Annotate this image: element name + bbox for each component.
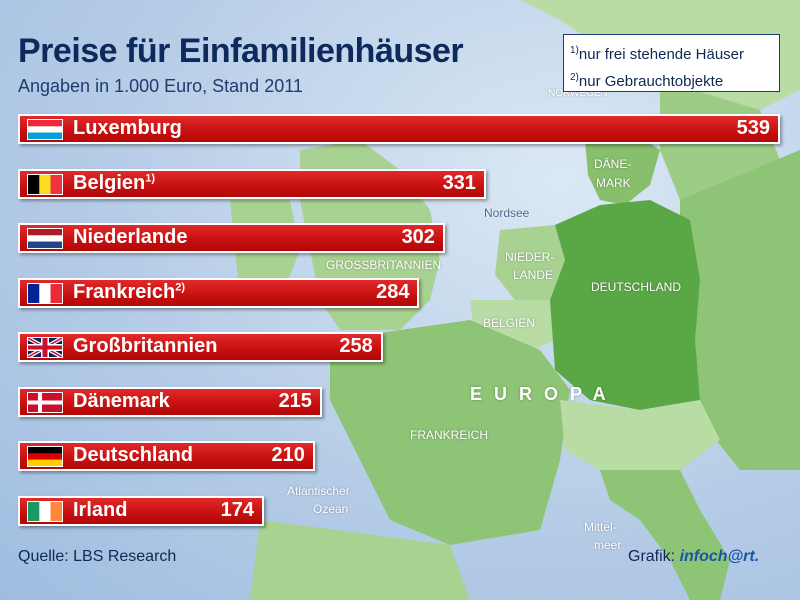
map-alps	[560, 400, 720, 470]
bar-value-label: 331	[442, 171, 476, 194]
chart-title: Preise für Einfamilienhäuser	[18, 32, 464, 70]
flag-denmark-icon	[27, 391, 63, 413]
bar-category: Dänemark	[73, 389, 170, 412]
bar-6: Deutschland 210	[18, 441, 315, 471]
bar-category: Deutschland	[73, 444, 194, 466]
map-label-niederlande-1: NIEDER-	[505, 250, 555, 264]
footnote-1-mark: 1)	[570, 45, 579, 56]
chart-subtitle: Angaben in 1.000 Euro, Stand 2011	[18, 76, 303, 96]
bar-3: Frankreich2) 284	[18, 277, 420, 308]
map-label-mittelmeer-1: Mittel-	[584, 520, 617, 534]
bar-4: Großbritannien 258	[18, 332, 383, 362]
bar-value-label: 302	[401, 226, 435, 248]
map-label-daenemark-2: MARK	[596, 176, 631, 190]
bar-footnote-mark: 1)	[145, 171, 156, 184]
bar-value-label: 284	[376, 280, 410, 303]
map-label-daenemark-1: DÄNE-	[594, 157, 632, 171]
map-spain	[250, 520, 470, 600]
map-germany	[550, 200, 700, 410]
footnotes-box: 1)nur frei stehende Häuser 2)nur Gebrauc…	[563, 34, 780, 92]
footnote-2-text: nur Gebrauchtobjekte	[578, 73, 724, 90]
map-netherlands	[495, 225, 565, 300]
bar-label: Deutschland	[73, 444, 193, 467]
flag-netherlands-icon	[27, 228, 63, 249]
map-label-niederlande-2: LANDE	[513, 268, 554, 282]
flag-belgium-icon	[27, 173, 63, 195]
footnote-2-mark: 2)	[570, 72, 579, 83]
credit-prefix: Grafik:	[628, 548, 676, 565]
bar-label: Luxemburg	[73, 117, 182, 140]
bar-value-label: 215	[278, 389, 312, 412]
map-east	[680, 150, 800, 470]
source-note: Quelle: LBS Research	[18, 548, 177, 565]
footnote-2: 2)nur Gebrauchtobjekte	[570, 66, 773, 93]
bar-value-label: 258	[339, 335, 373, 357]
bar-category: Großbritannien	[73, 335, 218, 357]
bar-label: Niederlande	[73, 226, 187, 249]
bar-value-label: 539	[736, 117, 770, 139]
map-italy	[600, 470, 730, 600]
map-denmark	[585, 130, 660, 205]
map-label-frankreich: FRANKREICH	[410, 428, 489, 442]
map-label-europa: EUROPA	[470, 384, 618, 404]
bar-label: Frankreich2)	[73, 281, 185, 304]
bar-0: Luxemburg 539	[18, 114, 780, 144]
bar-2: Niederlande 302	[18, 223, 445, 253]
bar-category: Belgien	[73, 171, 146, 194]
bar-label: Irland	[73, 499, 127, 522]
bar-category: Niederlande	[73, 226, 188, 248]
bar-category: Luxemburg	[73, 117, 182, 139]
flag-uk-icon	[27, 337, 63, 358]
credit-note: Grafik: infoch@rt.	[628, 548, 759, 566]
map-label-grossbritannien: GROSSBRITANNIEN	[326, 258, 442, 272]
map-label-atlantik-1: Atlantischer	[287, 484, 350, 498]
bar-1: Belgien1) 331	[18, 168, 486, 199]
bar-category: Frankreich	[73, 280, 176, 303]
map-label-norwegen: NORWEGEN	[548, 88, 608, 99]
flag-germany-icon	[27, 446, 63, 467]
footnote-1-text: nur frei stehende Häuser	[578, 46, 745, 63]
map-label-deutschland: DEUTSCHLAND	[591, 280, 682, 294]
bar-category: Irland	[73, 498, 128, 521]
bar-value-label: 174	[220, 498, 254, 521]
bar-7: Irland 174	[18, 495, 264, 526]
flag-luxembourg-icon	[27, 119, 63, 140]
map-france	[330, 320, 570, 545]
bar-label: Belgien1)	[73, 172, 155, 195]
map-label-belgien: BELGIEN	[483, 316, 536, 330]
bar-footnote-mark: 2)	[175, 280, 186, 293]
footnote-1: 1)nur frei stehende Häuser	[570, 39, 773, 66]
bar-value-label: 210	[271, 444, 305, 466]
map-label-mittelmeer-2: meer	[594, 538, 622, 552]
flag-ireland-icon	[27, 500, 63, 522]
credit-brand: infoch@rt.	[679, 548, 760, 565]
bar-label: Dänemark	[73, 390, 170, 413]
bar-5: Dänemark 215	[18, 386, 322, 417]
bar-label: Großbritannien	[73, 335, 217, 358]
map-label-nordsee: Nordsee	[484, 206, 530, 220]
map-label-atlantik-2: Ozean	[313, 502, 349, 516]
flag-france-icon	[27, 282, 63, 304]
